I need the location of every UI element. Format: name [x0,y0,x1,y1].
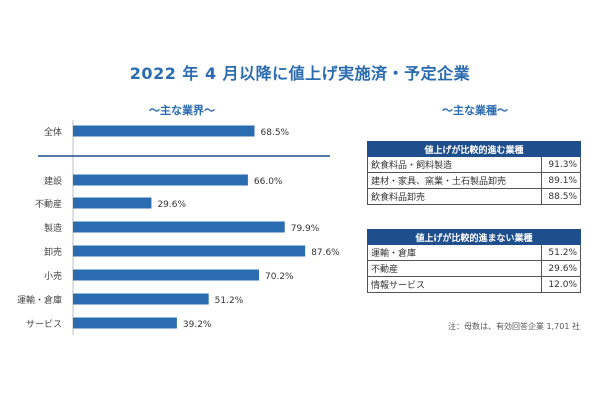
rising-table-header: 値上げが比較的進む業種 [367,141,581,157]
row-value: 89.1% [541,172,581,189]
bar [73,317,177,329]
category-label: 製造 [44,222,62,234]
table-row: 飲食料品・飼料製造 91.3% [367,156,581,173]
table-row: 不動産 29.6% [367,260,581,277]
row-value: 12.0% [541,276,581,293]
bar [73,221,285,233]
bar-value-label: 39.2% [183,320,212,330]
row-label: 不動産 [367,260,542,277]
lagging-table-header: 値上げが比較的進まない業種 [367,229,581,245]
row-value: 51.2% [541,244,581,261]
row-value: 91.3% [541,156,581,173]
row-label: 飲食料品・飼料製造 [367,156,542,173]
category-label: 卸売 [44,246,62,258]
category-label: 運輸・倉庫 [17,294,62,306]
row-label: 情報サービス [367,276,542,293]
rising-subsector-table: 値上げが比較的進む業種 飲食料品・飼料製造 91.3% 建材・家具、窯業・土石製… [367,141,581,205]
row-label: 建材・家具、窯業・土石製品卸売 [367,172,542,189]
table-row: 情報サービス 12.0% [367,276,581,293]
bar [73,293,209,305]
table-row: 飲食料品卸売 88.5% [367,188,581,205]
industry-heading: 〜主な業界〜 [149,104,215,117]
row-label: 運輸・倉庫 [367,244,542,261]
category-label: 建設 [44,175,62,187]
row-value: 88.5% [541,188,581,205]
page-title: 2022 年 4 月以降に値上げ実施済・予定企業 [129,64,471,83]
bar-value-label: 87.6% [311,248,340,258]
bar-value-label: 68.5% [261,128,290,138]
category-label: 不動産 [35,198,62,210]
row-label: 飲食料品卸売 [367,188,542,205]
lagging-subsector-table: 値上げが比較的進まない業種 運輸・倉庫 51.2% 不動産 29.6% 情報サー… [367,229,581,293]
bar-value-label: 79.9% [291,224,320,234]
row-value: 29.6% [541,260,581,277]
bar-value-label: 29.6% [157,200,186,210]
bar-value-label: 66.0% [254,177,283,187]
category-label: 小売 [44,270,62,282]
category-label: サービス [26,319,62,330]
category-label: 全体 [44,126,62,138]
bar [73,269,260,281]
bar [73,197,152,209]
bar-value-label: 70.2% [265,272,294,282]
bar [73,174,248,186]
table-row: 建材・家具、窯業・土石製品卸売 89.1% [367,172,581,189]
bar-value-label: 51.2% [215,296,244,306]
subsector-heading: 〜主な業種〜 [442,104,508,117]
table-row: 運輸・倉庫 51.2% [367,244,581,261]
bar [73,245,306,257]
footnote: 注：母数は、有効回答企業 1,701 社 [448,322,580,331]
bar [73,125,255,137]
